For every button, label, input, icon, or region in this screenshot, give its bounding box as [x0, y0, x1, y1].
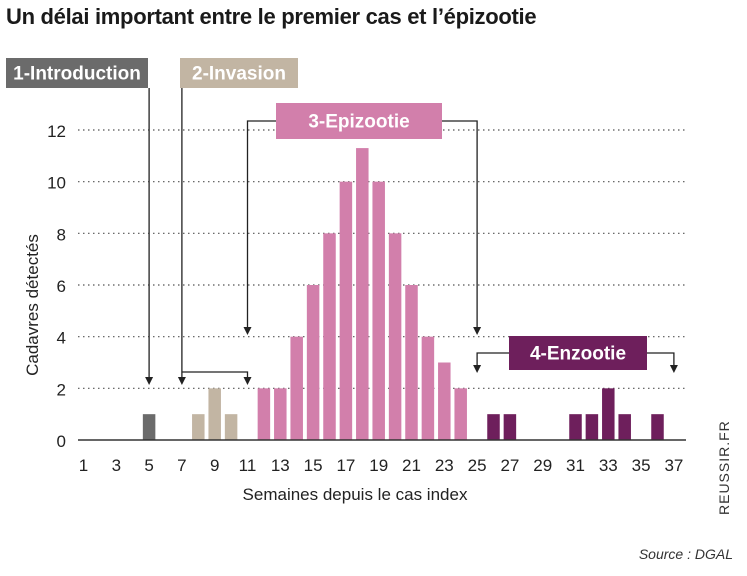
- bar: [274, 388, 287, 440]
- x-axis-label: Semaines depuis le cas index: [243, 485, 468, 504]
- bar: [372, 181, 385, 440]
- x-tick-label: 31: [566, 456, 585, 475]
- bar: [405, 285, 418, 440]
- grid-lines: [78, 129, 686, 389]
- phase-labels: 1-Introduction 2-Invasion 3-Epizootie 4-Enz…: [6, 58, 647, 370]
- x-tick-label: 11: [239, 456, 257, 475]
- bar: [257, 388, 271, 440]
- bar: [290, 336, 303, 440]
- phase-arrow-line: [442, 120, 478, 330]
- x-tick-label: 37: [664, 456, 683, 475]
- phase-arrow-line: [181, 371, 249, 380]
- y-tick-label: 0: [57, 432, 66, 451]
- phase-label-box: [180, 58, 298, 88]
- y-tick-label: 6: [57, 277, 66, 296]
- bar: [438, 362, 451, 440]
- bar: [651, 414, 664, 440]
- x-tick-label: 1: [79, 456, 88, 475]
- x-tick-label: 21: [402, 456, 421, 475]
- bar: [142, 414, 156, 440]
- x-tick-label: 13: [271, 456, 290, 475]
- bar: [208, 388, 221, 440]
- bar: [503, 414, 517, 440]
- y-tick-label: 10: [47, 174, 66, 193]
- bar: [618, 414, 631, 440]
- phase-arrow-line: [476, 352, 509, 368]
- bar: [388, 233, 402, 440]
- bar: [224, 414, 238, 440]
- bar: [356, 148, 369, 441]
- phase-label: 4-Enzootie: [530, 344, 626, 365]
- arrow-head-icon: [669, 365, 678, 373]
- x-tick-label: 29: [533, 456, 552, 475]
- x-tick-label: 15: [304, 456, 323, 475]
- phase-label-box: [276, 103, 442, 139]
- chart-title: Un délai important entre le premier cas …: [6, 4, 537, 29]
- x-tick-label: 7: [177, 456, 186, 475]
- bar: [585, 414, 599, 440]
- arrow-head-icon: [473, 327, 482, 335]
- y-axis-label: Cadavres détectés: [23, 234, 42, 376]
- bar: [339, 181, 353, 440]
- x-tick-label: 5: [144, 456, 153, 475]
- y-tick-label: 4: [57, 329, 66, 348]
- x-tick-label: 33: [599, 456, 618, 475]
- bar: [323, 233, 336, 440]
- phase-label: 2-Invasion: [192, 64, 286, 85]
- x-tick-label: 35: [632, 456, 651, 475]
- phase-label: 3-Epizootie: [308, 112, 409, 133]
- phase-label-box: [6, 58, 148, 88]
- x-tick-label: 3: [112, 456, 121, 475]
- phase-arrow-line: [647, 352, 675, 368]
- phase-arrows: [145, 88, 678, 385]
- bar: [306, 285, 320, 440]
- phase-label: 1-Introduction: [13, 64, 141, 85]
- y-tick-label: 8: [57, 225, 66, 244]
- bar: [421, 336, 435, 440]
- arrow-head-icon: [145, 377, 154, 385]
- credit-text: REUSSIR.FR: [716, 420, 732, 515]
- bar: [487, 414, 500, 440]
- source-note: Source : DGAL: [638, 546, 733, 562]
- phase-arrow-line: [246, 120, 276, 330]
- phase-label-box: [509, 336, 647, 370]
- y-tick-label: 12: [47, 122, 66, 141]
- x-tick-label: 23: [435, 456, 454, 475]
- x-tick-label: 25: [468, 456, 487, 475]
- x-tick-label: 19: [369, 456, 388, 475]
- arrow-head-icon: [473, 365, 482, 373]
- y-tick-label: 2: [57, 380, 66, 399]
- x-tick-label: 17: [336, 456, 355, 475]
- bars: [142, 148, 664, 441]
- arrow-head-icon: [177, 377, 186, 385]
- arrow-head-icon: [243, 327, 252, 335]
- x-tick-label: 27: [500, 456, 519, 475]
- bar: [569, 414, 582, 440]
- bar: [602, 388, 615, 440]
- bar: [192, 414, 205, 440]
- bar: [454, 388, 467, 440]
- arrow-head-icon: [243, 377, 252, 385]
- x-tick-label: 9: [210, 456, 219, 475]
